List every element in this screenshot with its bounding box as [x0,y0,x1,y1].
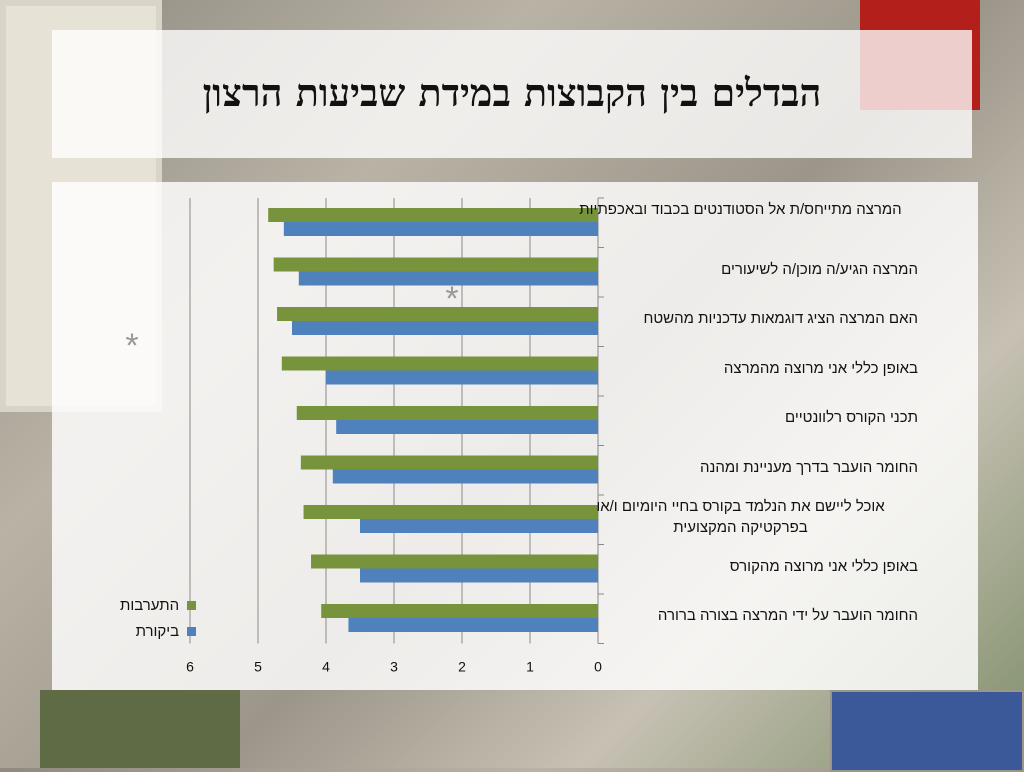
bar-intervention [273,257,598,272]
x-tick-label: 2 [458,659,466,675]
bar-intervention [281,356,598,371]
category-label: החומר הועבר על ידי המרצה בצורה ברורה [657,607,918,625]
bar-control [292,321,598,335]
bar-control [326,370,598,385]
x-tick-label: 4 [322,659,330,675]
bar-control [283,222,598,236]
x-tick-label: 6 [186,659,194,675]
bar-control [360,568,598,583]
bar-intervention [277,307,598,321]
category-label: תכני הקורס רלוונטיים [784,409,918,427]
bar-control [348,618,598,632]
bar-intervention [268,208,598,222]
legend-swatch-intervention [187,600,197,610]
legend-item-control: ביקורת [120,618,197,644]
legend-item-intervention: התערבות [120,592,197,618]
significance-asterisk: * [445,280,458,318]
title-panel [52,30,972,158]
bar-control [332,469,598,484]
bar-control [298,271,598,286]
bar-control [336,420,598,434]
legend-swatch-control [187,626,197,636]
legend-label-control: ביקורת [135,622,180,640]
category-label: המרצה הגיע/ה מוכן/ה לשיעורים [721,260,918,278]
significance-asterisk: * [125,327,138,365]
bar-intervention [311,554,598,569]
category-label: המרצה מתייחס/ת אל הסטודנטים בכבוד ובאכפת… [579,200,902,218]
page-title: הבדלים בין הקבוצות במידת שביעות הרצון [202,70,822,115]
chart-panel: 0 1 2 3 4 5 6 * * המרצה מתייחס/ת אל הסטודנטים בכ… [52,182,978,690]
x-tick-label: 3 [390,659,398,675]
background-floor [40,690,240,768]
category-label: באופן כללי אני מרוצה מהקורס [729,557,918,575]
x-tick-label: 0 [594,659,602,675]
x-tick-label: 1 [526,659,534,675]
legend-label-intervention: התערבות [120,596,180,614]
bar-intervention [300,455,598,470]
category-label: האם המרצה הציג דוגמאות עדכניות מהשטח [643,310,919,328]
bar-intervention [303,505,598,519]
background-facebook-logo [830,690,1024,772]
category-label: באופן כללי אני מרוצה מהמרצה [723,359,918,377]
x-tick-label: 5 [254,659,262,675]
category-label: אוכל ליישם את הנלמד בקורס בחיי היומיום ו… [596,497,885,536]
bar-intervention [296,406,598,420]
category-label: החומר הועבר בדרך מעניינת ומהנה [699,458,918,476]
legend: התערבות ביקורת [120,592,197,644]
bar-chart: 0 1 2 3 4 5 6 * * [125,197,604,675]
bar-control [360,519,598,533]
bar-intervention [321,604,598,618]
